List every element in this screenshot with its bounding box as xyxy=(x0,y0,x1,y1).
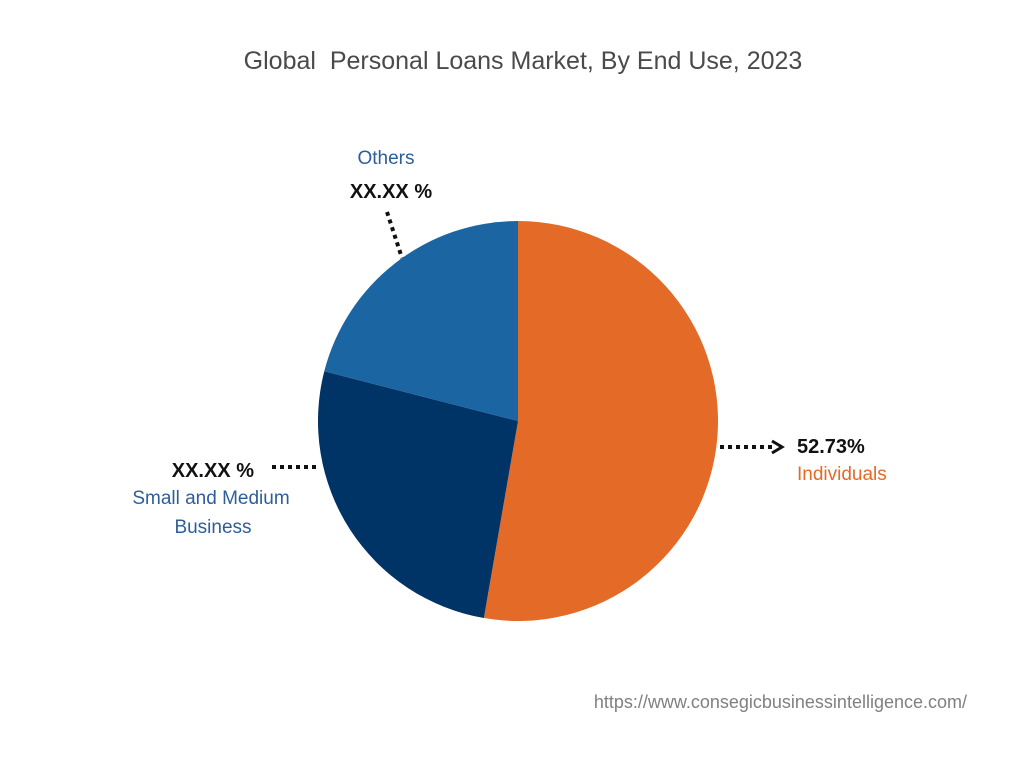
leader-line-others xyxy=(385,211,404,259)
data-label-individuals: 52.73% xyxy=(797,436,865,458)
data-label-others: XX.XX % xyxy=(350,181,432,203)
pie-slice-others[interactable] xyxy=(324,221,518,421)
chart-title: Global Personal Loans Market, By End Use… xyxy=(244,47,803,75)
legend-label-individuals: Individuals xyxy=(797,464,887,485)
pie-slice-small-and-medium-business[interactable] xyxy=(317,371,518,619)
pie-slice-individuals[interactable] xyxy=(483,221,719,621)
arrowhead-icon xyxy=(771,439,785,455)
legend-label-smb-line1: Small and Medium xyxy=(132,488,289,509)
source-url[interactable]: https://www.consegicbusinessintelligence… xyxy=(594,692,967,712)
data-label-smb: XX.XX % xyxy=(172,460,254,482)
legend-label-smb-line2: Business xyxy=(174,517,251,538)
legend-label-others: Others xyxy=(357,148,414,169)
pie-slices xyxy=(317,221,719,621)
